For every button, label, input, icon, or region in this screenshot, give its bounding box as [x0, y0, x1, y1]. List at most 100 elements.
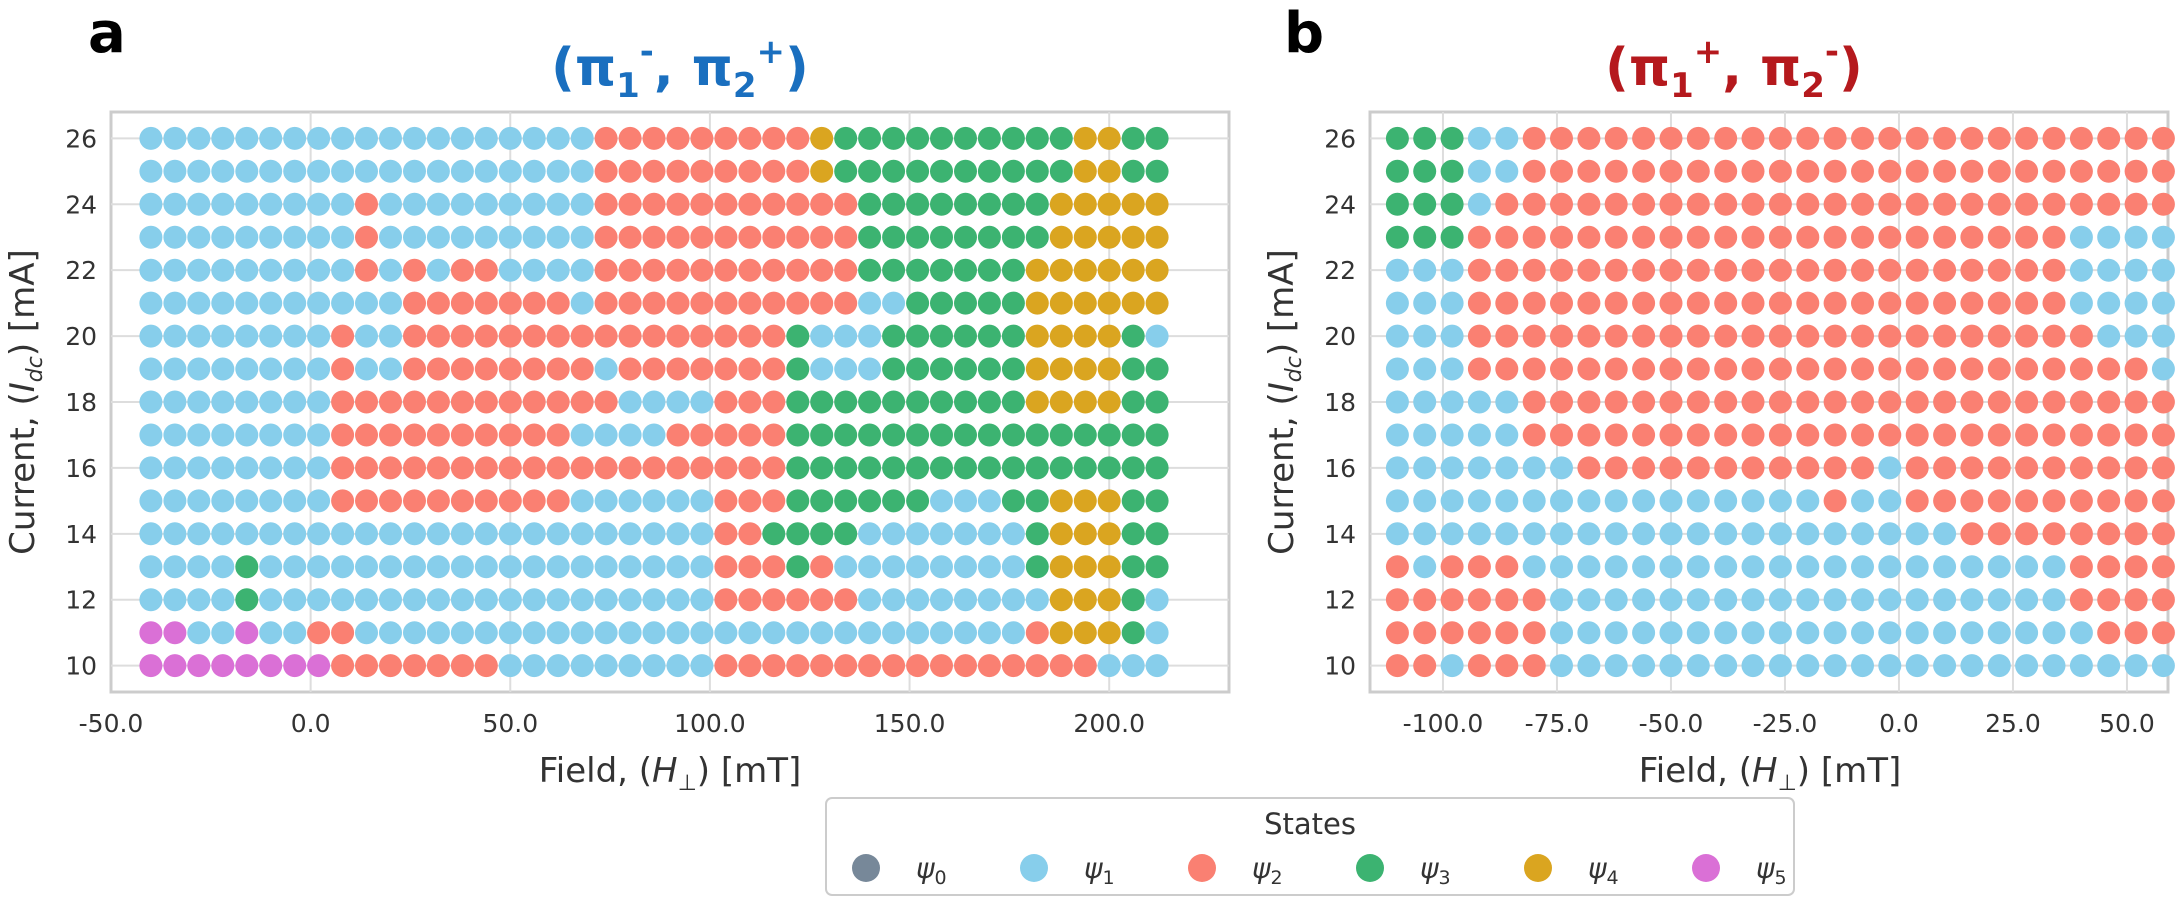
- data-point-psi3: [882, 159, 906, 183]
- data-point-psi1: [1001, 555, 1025, 579]
- data-point-psi1: [1413, 456, 1437, 480]
- data-point-psi1: [403, 192, 426, 216]
- data-point-psi2: [1987, 489, 2011, 513]
- data-point-psi3: [858, 192, 882, 216]
- data-point-psi1: [666, 489, 690, 513]
- data-point-psi1: [1385, 291, 1409, 315]
- data-point-psi2: [1878, 390, 1902, 414]
- data-point-psi1: [1550, 654, 1573, 678]
- data-point-psi4: [1073, 357, 1097, 381]
- data-point-psi3: [1097, 456, 1121, 480]
- data-point-psi1: [2151, 225, 2175, 249]
- data-point-psi2: [1796, 192, 1820, 216]
- data-point-psi1: [1467, 192, 1491, 216]
- data-point-psi2: [1385, 588, 1409, 612]
- data-point-psi2: [1577, 456, 1601, 480]
- data-point-psi2: [1025, 621, 1049, 645]
- data-point-psi2: [1823, 390, 1847, 414]
- data-point-psi2: [1577, 225, 1601, 249]
- data-point-psi1: [906, 621, 930, 645]
- data-point-psi2: [738, 654, 762, 678]
- data-point-psi3: [977, 258, 1001, 282]
- data-point-psi1: [355, 324, 378, 348]
- data-point-psi1: [522, 192, 546, 216]
- data-point-psi1: [139, 291, 163, 315]
- data-point-psi2: [1796, 357, 1820, 381]
- data-point-psi4: [1145, 258, 1169, 282]
- data-point-psi2: [1522, 324, 1546, 348]
- data-point-psi2: [690, 357, 714, 381]
- data-point-psi4: [1049, 390, 1073, 414]
- data-point-psi1: [618, 555, 642, 579]
- data-point-psi1: [930, 588, 953, 612]
- data-point-psi2: [2124, 621, 2148, 645]
- data-point-psi3: [1025, 456, 1049, 480]
- data-point-psi2: [1025, 654, 1049, 678]
- data-point-psi2: [2151, 159, 2175, 183]
- data-point-psi2: [1851, 357, 1874, 381]
- data-point-psi2: [450, 654, 474, 678]
- data-point-psi2: [642, 357, 666, 381]
- data-point-psi2: [2151, 192, 2175, 216]
- data-point-psi1: [259, 456, 283, 480]
- data-point-psi2: [1768, 225, 1792, 249]
- data-point-psi1: [594, 588, 618, 612]
- data-point-psi1: [403, 588, 426, 612]
- data-point-psi4: [1073, 588, 1097, 612]
- data-point-psi2: [1467, 324, 1491, 348]
- data-point-psi1: [570, 192, 594, 216]
- data-point-psi2: [450, 357, 474, 381]
- data-point-psi2: [1878, 192, 1902, 216]
- data-point-psi1: [403, 159, 426, 183]
- x-ticks-b: -100.0 -75.0 -50.0 -25.0 0.0 25.0 50.0: [1403, 709, 2155, 738]
- data-point-psi1: [1878, 489, 1902, 513]
- panel-a: a (π1-, π2+) -50.0 0.0 50.0 100.0 150.0 200.0…: [3, 1, 1231, 796]
- data-point-psi1: [1960, 654, 1984, 678]
- data-point-psi2: [1714, 291, 1738, 315]
- data-point-psi2: [1604, 423, 1628, 447]
- data-point-psi1: [187, 390, 211, 414]
- data-point-psi2: [1768, 258, 1792, 282]
- data-point-psi2: [834, 192, 858, 216]
- data-point-psi1: [2015, 588, 2039, 612]
- data-point-psi2: [738, 489, 762, 513]
- data-point-psi1: [474, 522, 498, 546]
- data-point-psi1: [1413, 522, 1437, 546]
- y-tick-label: 16: [65, 454, 97, 483]
- data-point-psi1: [666, 621, 690, 645]
- data-point-psi2: [2015, 357, 2039, 381]
- data-point-psi3: [786, 324, 810, 348]
- data-point-psi1: [1851, 621, 1874, 645]
- data-point-psi3: [786, 390, 810, 414]
- data-point-psi3: [954, 357, 977, 381]
- data-point-psi2: [642, 258, 666, 282]
- data-point-psi1: [2042, 621, 2066, 645]
- data-point-psi2: [714, 390, 738, 414]
- data-point-psi3: [954, 324, 977, 348]
- data-point-psi1: [1714, 522, 1738, 546]
- data-point-psi1: [1577, 654, 1601, 678]
- data-point-psi1: [259, 588, 283, 612]
- data-point-psi2: [2124, 588, 2148, 612]
- data-point-psi5: [259, 654, 283, 678]
- data-point-psi2: [642, 324, 666, 348]
- data-point-psi2: [1768, 291, 1792, 315]
- data-point-psi2: [690, 159, 714, 183]
- data-point-psi3: [1413, 126, 1437, 150]
- data-point-psi1: [259, 258, 283, 282]
- data-point-psi3: [977, 192, 1001, 216]
- data-point-psi2: [2097, 456, 2121, 480]
- data-point-psi1: [594, 654, 618, 678]
- data-point-psi1: [163, 225, 187, 249]
- data-point-psi2: [1604, 192, 1628, 216]
- data-point-psi1: [139, 357, 163, 381]
- data-point-psi1: [331, 159, 355, 183]
- data-point-psi2: [618, 357, 642, 381]
- data-point-psi1: [403, 621, 426, 645]
- data-point-psi4: [1145, 291, 1169, 315]
- data-point-psi2: [2097, 621, 2121, 645]
- data-point-psi2: [2124, 489, 2148, 513]
- data-point-psi1: [1440, 291, 1464, 315]
- data-point-psi3: [1121, 324, 1145, 348]
- data-point-psi2: [2015, 258, 2039, 282]
